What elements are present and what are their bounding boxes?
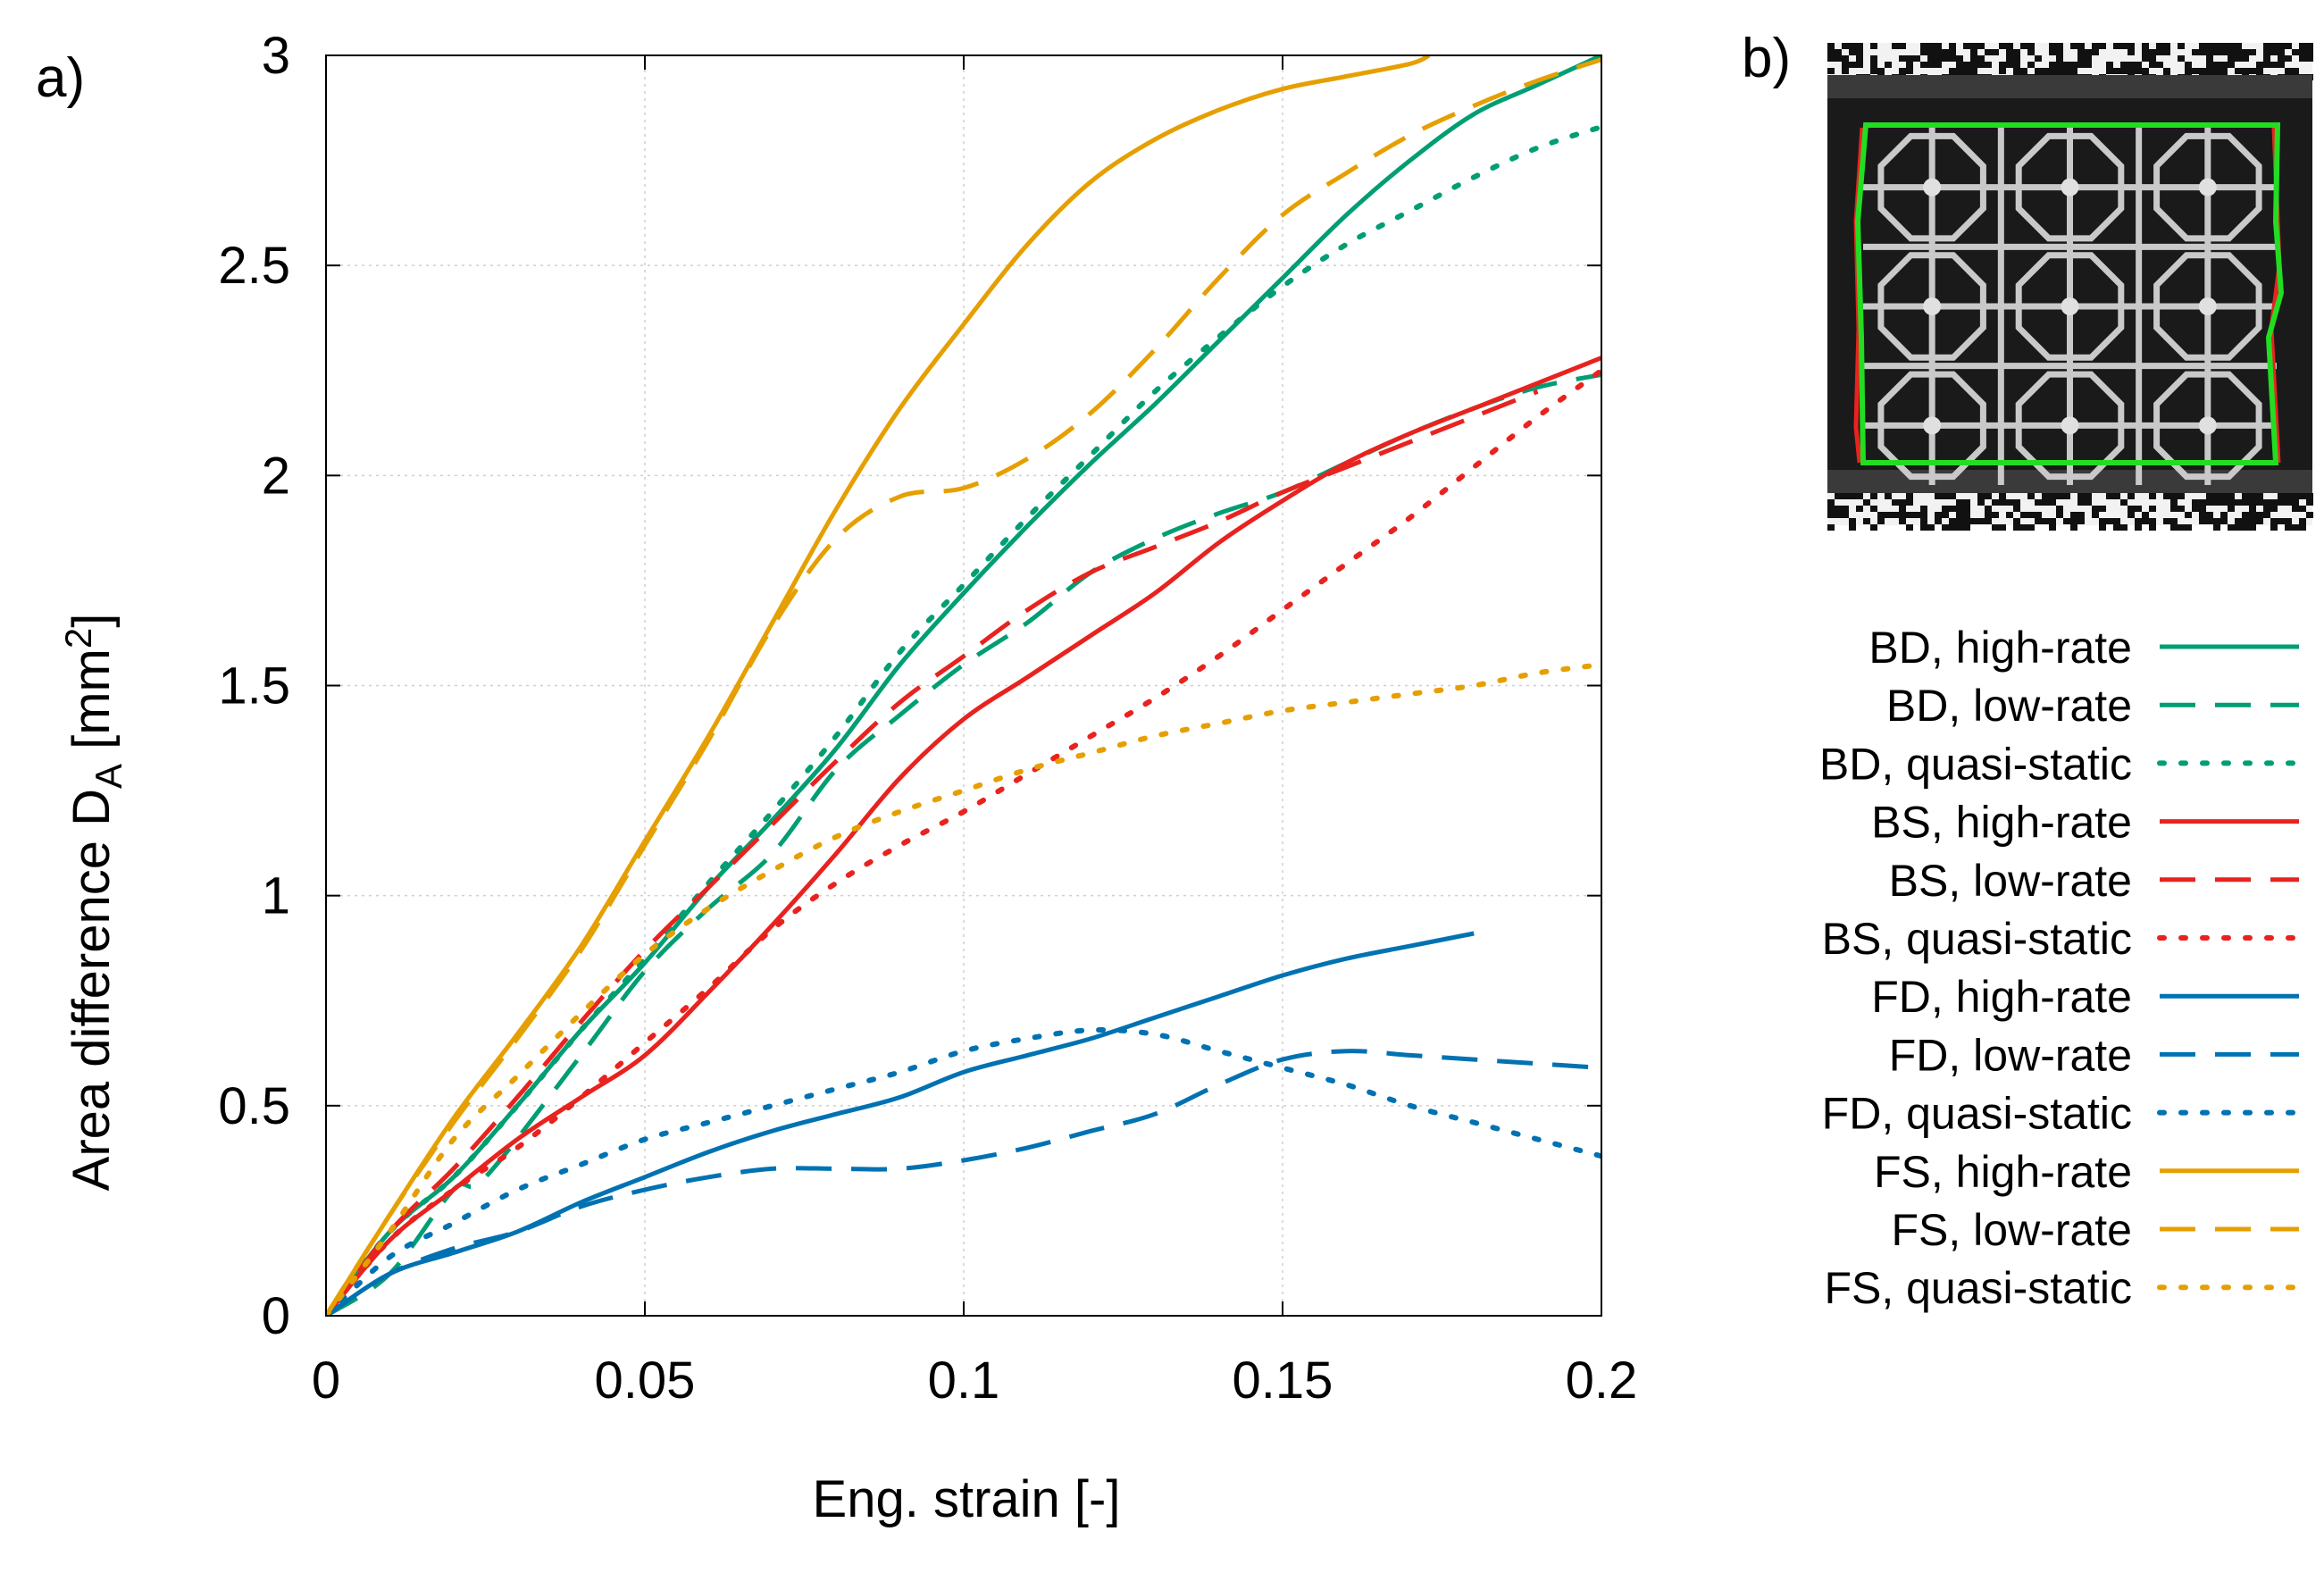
legend-label-bs-quasi-static: BS, quasi-static <box>1822 914 2132 964</box>
legend-label-fs-high-rate: FS, high-rate <box>1874 1147 2132 1197</box>
series-line-bd-low-rate <box>326 372 1601 1316</box>
legend-label-bd-high-rate: BD, high-rate <box>1868 623 2132 673</box>
grid-lines <box>326 55 1601 1316</box>
series-line-fd-low-rate <box>326 1049 1601 1316</box>
x-tick-label: 0.05 <box>595 1351 696 1410</box>
legend-label-fs-low-rate: FS, low-rate <box>1891 1205 2132 1255</box>
y-tick-label: 2.5 <box>218 237 290 295</box>
y-tick-label: 1.5 <box>218 657 290 715</box>
series-line-fd-quasi-static <box>326 1027 1601 1316</box>
legend-label-bd-low-rate: BD, low-rate <box>1886 681 2132 731</box>
reference-contour <box>1854 122 2285 465</box>
x-tick-label: 0.15 <box>1233 1351 1333 1410</box>
series-line-bs-high-rate <box>326 356 1601 1316</box>
series-line-bd-quasi-static <box>326 124 1601 1316</box>
y-axis-label-unit: [mm <box>63 648 121 764</box>
panel-a-label: a) <box>36 47 85 109</box>
series-line-bs-low-rate <box>326 389 1539 1316</box>
legend-label-bs-low-rate: BS, low-rate <box>1889 856 2132 906</box>
legend-label-bs-high-rate: BS, high-rate <box>1871 798 2132 848</box>
axis-ticks: 0 0.05 0.1 0.15 0.2 0 0.5 1 1.5 2 2.5 3 <box>218 27 1637 1410</box>
series-line-bs-quasi-static <box>326 367 1601 1316</box>
y-tick-label: 0.5 <box>218 1077 290 1135</box>
y-tick-label: 1 <box>262 867 290 925</box>
specimen-image <box>1827 43 2313 531</box>
x-tick-label: 0.1 <box>928 1351 1000 1410</box>
x-tick-label: 0 <box>312 1351 340 1410</box>
y-axis-label-unit-close: ] <box>63 614 121 628</box>
y-tick-label: 0 <box>262 1287 290 1345</box>
series-line-fd-high-rate <box>326 931 1475 1316</box>
legend-label-fd-quasi-static: FD, quasi-static <box>1822 1089 2132 1139</box>
y-axis-label: Area difference DA [mm2] <box>57 614 130 1192</box>
y-axis-label-subscript: A <box>88 764 130 789</box>
series-layer <box>326 55 1601 1316</box>
y-axis-label-superscript: 2 <box>57 628 99 648</box>
y-axis-label-main: Area difference D <box>63 789 121 1191</box>
legend-label-fs-quasi-static: FS, quasi-static <box>1824 1263 2132 1313</box>
series-line-bd-high-rate <box>326 55 1601 1316</box>
x-tick-label: 0.2 <box>1566 1351 1638 1410</box>
x-axis-label: Eng. strain [-] <box>813 1470 1121 1528</box>
series-line-fs-quasi-static <box>326 662 1601 1316</box>
legend: BD, high-rate BD, low-rate BD, quasi-stati… <box>1819 623 2302 1313</box>
legend-label-bd-quasi-static: BD, quasi-static <box>1819 739 2132 789</box>
speckle-pattern-bottom <box>1827 493 2313 531</box>
legend-label-fd-low-rate: FD, low-rate <box>1889 1030 2132 1080</box>
series-line-fs-low-rate <box>326 57 1601 1316</box>
speckle-pattern-top <box>1827 43 2313 80</box>
legend-label-fd-high-rate: FD, high-rate <box>1871 972 2132 1022</box>
y-tick-label: 2 <box>262 447 290 505</box>
y-tick-label: 3 <box>262 27 290 85</box>
lattice-structure <box>1863 128 2277 485</box>
series-line-fs-high-rate <box>326 55 1431 1316</box>
panel-b-label: b) <box>1742 28 1791 89</box>
